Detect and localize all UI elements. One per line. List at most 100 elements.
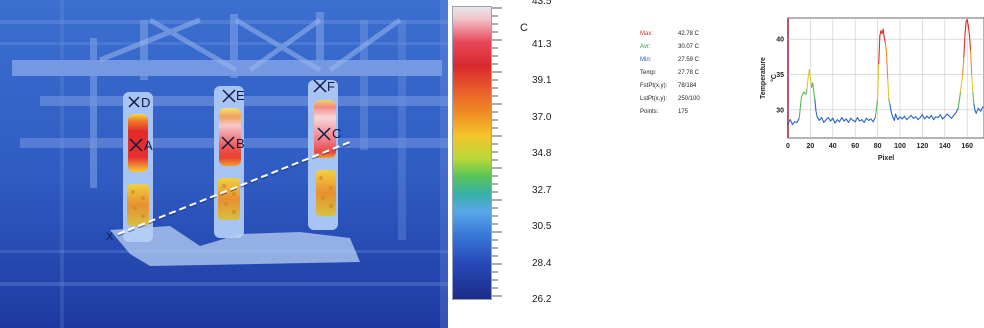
profile-line-segment bbox=[955, 107, 959, 114]
marker-c[interactable] bbox=[317, 127, 331, 141]
profile-line-segment bbox=[950, 114, 955, 119]
marker-d[interactable] bbox=[128, 96, 140, 108]
profile-line-segment bbox=[972, 91, 975, 105]
profile-line-segment bbox=[933, 116, 937, 121]
profile-line-segment bbox=[924, 115, 928, 120]
stat-key: Points: bbox=[640, 109, 659, 115]
stat-value: 175 bbox=[678, 109, 689, 115]
profile-line-segment bbox=[980, 106, 984, 112]
profile-line-segment bbox=[863, 117, 867, 124]
marker-f[interactable] bbox=[313, 79, 327, 93]
y-tick-label: 40 bbox=[776, 37, 784, 44]
marker-e-label: E bbox=[236, 88, 245, 103]
profile-line-segment bbox=[874, 98, 879, 119]
profile-line-segment bbox=[856, 116, 861, 122]
stat-row: Points: 175 bbox=[640, 106, 750, 119]
stat-key: FstPt(x,y): bbox=[640, 83, 668, 89]
marker-e[interactable] bbox=[222, 89, 236, 103]
profile-line-shadow bbox=[117, 143, 351, 237]
profile-line-segment bbox=[919, 114, 923, 119]
profile-line-segment bbox=[806, 76, 809, 90]
profile-line-segment bbox=[973, 103, 976, 112]
colorbar-unit: C bbox=[520, 22, 528, 34]
colorbar-label: 28.4 bbox=[532, 257, 552, 269]
profile-line-segment bbox=[814, 99, 817, 112]
colorbar-label: 32.7 bbox=[532, 184, 552, 196]
profile-line-segment bbox=[959, 73, 964, 93]
stat-value: 78/184 bbox=[678, 83, 697, 89]
profile-line-segment bbox=[872, 116, 876, 123]
profile-line-segment bbox=[890, 110, 893, 116]
profile-line-segment bbox=[921, 114, 926, 120]
profile-line-segment bbox=[877, 63, 880, 100]
profile-line-segment bbox=[939, 114, 944, 120]
profile-line-segment bbox=[800, 91, 805, 98]
profile-line-segment bbox=[815, 110, 818, 118]
x-tick-label: 40 bbox=[829, 143, 837, 150]
stat-key: Temp: bbox=[640, 70, 657, 76]
marker-c-label: C bbox=[332, 126, 341, 141]
profile-line-segment bbox=[882, 28, 885, 40]
profile-line-segment bbox=[886, 52, 889, 79]
profile-line-segment bbox=[957, 91, 962, 109]
profile-line-segment bbox=[809, 77, 813, 88]
x-tick-label: 140 bbox=[939, 143, 951, 150]
profile-line-segment bbox=[798, 96, 802, 119]
stat-row: Temp: 27.78 C bbox=[640, 67, 750, 80]
x-tick-label: 80 bbox=[874, 143, 882, 150]
thermal-image: D A E B F C X bbox=[0, 0, 448, 328]
marker-d-label: D bbox=[141, 95, 150, 110]
plot-area bbox=[787, 17, 984, 139]
profile-line-segment bbox=[975, 107, 979, 114]
hot-spots bbox=[127, 100, 336, 226]
profile-line-segment bbox=[878, 35, 881, 65]
y-axis-label: Temperature bbox=[760, 57, 767, 99]
stat-key: LstPt(x,y): bbox=[640, 96, 668, 102]
colorbar-label: 26.2 bbox=[532, 294, 552, 305]
colorbar-label: 37.0 bbox=[532, 111, 552, 123]
stat-row: LstPt(x,y): 250/100 bbox=[640, 93, 750, 106]
x-tick-label: 0 bbox=[786, 143, 790, 150]
marker-b-label: B bbox=[236, 136, 245, 151]
profile-line-segment bbox=[821, 116, 825, 124]
x-tick-label: 100 bbox=[894, 143, 906, 150]
colorbar-label: 39.1 bbox=[532, 75, 552, 86]
x-tick-label: 160 bbox=[961, 143, 973, 150]
profile-line-segment bbox=[903, 115, 908, 121]
y-tick-label: 30 bbox=[776, 107, 784, 114]
profile-line-segment bbox=[967, 25, 970, 36]
profile-line-segment bbox=[964, 20, 967, 37]
profile-line-segment bbox=[791, 121, 796, 126]
marker-a[interactable] bbox=[129, 138, 143, 152]
profile-line-segment bbox=[838, 116, 843, 123]
x-tick-label: 120 bbox=[917, 143, 929, 150]
statistics-panel: Max: 42.78 C Avr: 30.07 C Min: 27.59 C Temp: 27… bbox=[640, 28, 750, 119]
profile-line-segment bbox=[894, 113, 899, 121]
profile-line-segment bbox=[930, 114, 935, 121]
profile-line-segment bbox=[893, 113, 897, 121]
profile-line-segment bbox=[968, 34, 972, 51]
stat-key: Avr: bbox=[640, 44, 651, 50]
profile-line-segment bbox=[884, 42, 888, 54]
profile-line-segment bbox=[861, 119, 865, 124]
profile-line-segment bbox=[915, 116, 919, 121]
profile-line-segment bbox=[910, 114, 914, 119]
colorbar-ticks bbox=[492, 7, 502, 297]
stat-value: 42.78 C bbox=[678, 31, 700, 37]
profile-line-segment bbox=[888, 98, 891, 105]
profile-line-segment bbox=[977, 107, 982, 112]
colorbar-label: 43.5 bbox=[532, 0, 552, 7]
stat-row: Min: 27.59 C bbox=[640, 54, 750, 67]
marker-b[interactable] bbox=[221, 136, 235, 150]
y-tick-label: 35 bbox=[776, 72, 784, 79]
profile-line-segment bbox=[889, 103, 892, 112]
profile-line-segment bbox=[832, 117, 836, 124]
profile-line-segment bbox=[787, 119, 791, 125]
colorbar-label: 30.5 bbox=[532, 221, 552, 232]
profile-line-segment bbox=[944, 113, 948, 118]
profile-line bbox=[117, 141, 351, 235]
profile-line-segment bbox=[854, 116, 858, 123]
profile-line-segment bbox=[847, 117, 852, 124]
profile-line-segment bbox=[870, 118, 874, 123]
stat-row: FstPt(x,y): 78/184 bbox=[640, 80, 750, 93]
